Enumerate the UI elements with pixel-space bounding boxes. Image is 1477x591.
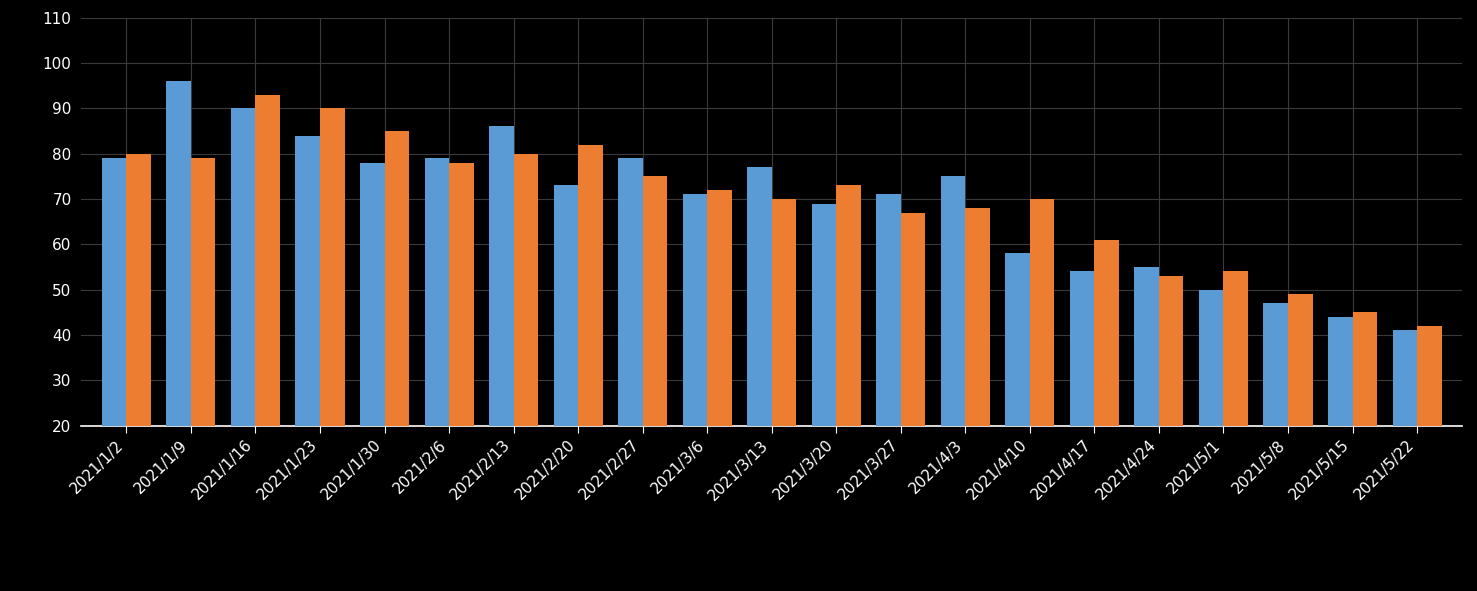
- Bar: [449, 163, 474, 516]
- Bar: [295, 135, 321, 516]
- Bar: [901, 213, 925, 516]
- Bar: [1223, 271, 1248, 516]
- Bar: [191, 158, 216, 516]
- Bar: [619, 158, 642, 516]
- Bar: [514, 154, 538, 516]
- Bar: [1288, 294, 1313, 516]
- Bar: [1199, 290, 1223, 516]
- Bar: [1263, 303, 1288, 516]
- Bar: [102, 158, 127, 516]
- Bar: [941, 176, 966, 516]
- Bar: [1159, 276, 1183, 516]
- Bar: [489, 126, 514, 516]
- Bar: [384, 131, 409, 516]
- Bar: [127, 154, 151, 516]
- Bar: [256, 95, 281, 516]
- Bar: [1134, 267, 1159, 516]
- Bar: [230, 108, 256, 516]
- Bar: [876, 194, 901, 516]
- Bar: [707, 190, 731, 516]
- Bar: [1393, 330, 1416, 516]
- Bar: [812, 203, 836, 516]
- Bar: [772, 199, 796, 516]
- Bar: [1353, 312, 1377, 516]
- Bar: [578, 145, 603, 516]
- Bar: [1094, 240, 1120, 516]
- Bar: [1069, 271, 1094, 516]
- Bar: [747, 167, 772, 516]
- Bar: [642, 176, 668, 516]
- Bar: [167, 81, 191, 516]
- Bar: [836, 186, 861, 516]
- Bar: [682, 194, 707, 516]
- Bar: [1029, 199, 1055, 516]
- Bar: [1328, 317, 1353, 516]
- Bar: [321, 108, 344, 516]
- Bar: [360, 163, 384, 516]
- Bar: [424, 158, 449, 516]
- Bar: [966, 208, 990, 516]
- Bar: [554, 186, 578, 516]
- Bar: [1416, 326, 1442, 516]
- Bar: [1006, 254, 1029, 516]
